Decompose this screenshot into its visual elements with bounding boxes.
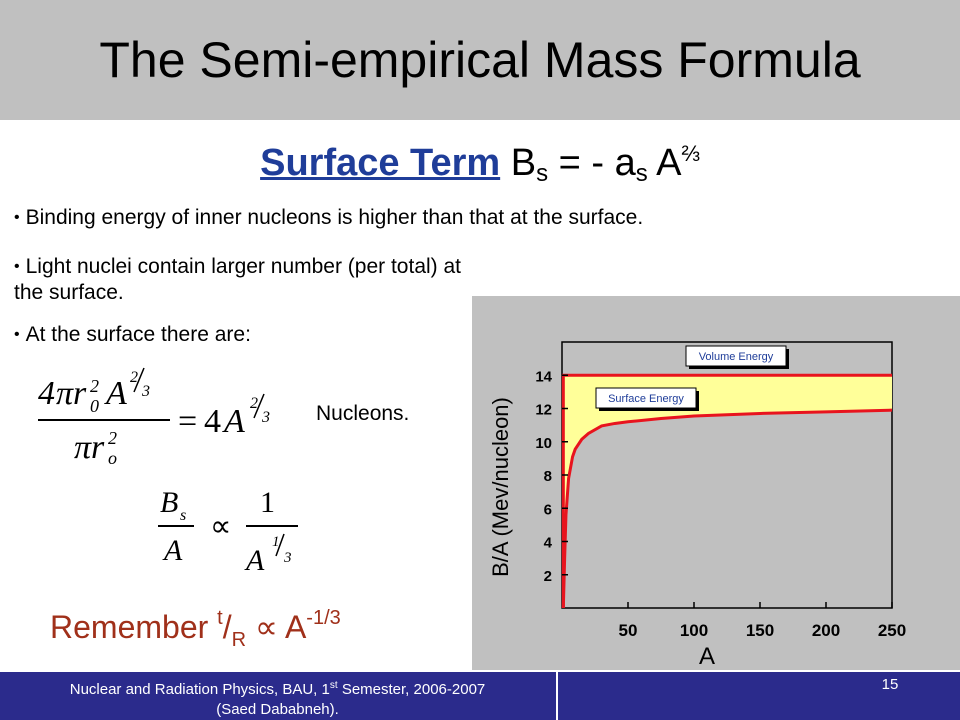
y-tick-label: 2 xyxy=(544,568,552,585)
svg-text:πr: πr xyxy=(74,429,105,466)
volume-energy-box xyxy=(685,345,787,367)
svg-text:πr: πr xyxy=(56,375,87,412)
footer-line1-rest: Semester, 2006-2007 xyxy=(337,681,486,698)
remember-t: t xyxy=(217,607,223,629)
x-tick-label: 50 xyxy=(619,621,638,640)
svg-text:4: 4 xyxy=(38,375,55,412)
svg-text:0: 0 xyxy=(90,396,99,416)
x-tick-label: 250 xyxy=(878,621,906,640)
y-tick-label: 4 xyxy=(544,535,553,552)
svg-text:2: 2 xyxy=(90,376,99,396)
formula-sub-s: s xyxy=(536,160,549,187)
svg-text:1: 1 xyxy=(272,534,280,550)
remember-exp: -1/3 xyxy=(306,607,341,629)
binding-energy-chart-panel: 2 4 6 8 10 12 14 50 100 150 200 250 A B/A (Mev/nucleo… xyxy=(472,296,960,670)
svg-text:A: A xyxy=(222,403,245,440)
subtitle: Surface Term Bs = - as A⅔ xyxy=(0,128,960,200)
x-tick-label: 200 xyxy=(812,621,840,640)
svg-text:o: o xyxy=(108,448,117,468)
footer-line2: (Saed Dababneh). xyxy=(216,701,339,718)
svg-text:1: 1 xyxy=(260,486,275,519)
remember-r: R xyxy=(231,629,247,651)
svg-text:=: = xyxy=(178,403,197,440)
bullet-text: At the surface there are: xyxy=(25,323,251,346)
title-bar xyxy=(0,0,960,120)
page-number: 15 xyxy=(881,676,899,693)
surface-energy-box xyxy=(595,387,697,409)
x-tick-label: 100 xyxy=(680,621,708,640)
y-tick-label: 12 xyxy=(535,402,552,419)
y-tick-label: 14 xyxy=(535,368,552,385)
svg-text:s: s xyxy=(180,507,186,524)
bullet-dot-icon: • xyxy=(14,326,20,343)
volume-energy-label: Volume Energy xyxy=(699,351,774,363)
svg-text:∝: ∝ xyxy=(210,510,231,543)
bullet-1: • Binding energy of inner nucleons is hig… xyxy=(14,205,914,231)
y-tick-label: 8 xyxy=(544,468,552,485)
bullet-3: • At the surface there are: xyxy=(14,322,474,348)
footer-bar xyxy=(0,672,960,720)
surface-energy-label: Surface Energy xyxy=(608,393,684,405)
remember-prop: ∝ A xyxy=(246,609,307,645)
footer-line1-sup: st xyxy=(329,680,338,691)
nucleons-label: Nucleons. xyxy=(316,402,410,425)
y-tick-label: 6 xyxy=(544,501,552,518)
proportionality-equation: B s A ∝ 1 A 1 3 xyxy=(158,486,298,577)
x-tick-label: 150 xyxy=(746,621,774,640)
slide-title: The Semi-empirical Mass Formula xyxy=(99,32,861,88)
x-axis-label: A xyxy=(699,643,715,670)
svg-text:2: 2 xyxy=(250,395,258,412)
svg-text:4: 4 xyxy=(204,403,221,440)
svg-text:A: A xyxy=(162,534,183,567)
formula-sub-s2: s xyxy=(635,160,648,187)
y-axis-label: B/A (Mev/nucleon) xyxy=(488,397,513,577)
footer-separator xyxy=(556,672,558,720)
formula-a: A xyxy=(647,142,682,184)
bullet-text: Light nuclei contain larger number (per … xyxy=(14,255,462,304)
surface-energy-line xyxy=(561,408,893,609)
svg-text:B: B xyxy=(160,486,178,519)
svg-text:3: 3 xyxy=(283,550,292,566)
remember-slash: / xyxy=(222,609,232,645)
y-tick-label: 10 xyxy=(535,435,552,452)
formula-exp: ⅔ xyxy=(681,141,700,166)
footer-text: Nuclear and Radiation Physics, BAU, 1st … xyxy=(0,676,555,720)
bullet-dot-icon: • xyxy=(14,209,20,226)
svg-text:3: 3 xyxy=(141,383,150,400)
formula-b: B xyxy=(500,142,537,184)
svg-text:2: 2 xyxy=(130,369,138,386)
bullet-dot-icon: • xyxy=(14,258,20,275)
svg-text:2: 2 xyxy=(108,428,117,448)
svg-text:A: A xyxy=(244,544,265,577)
formula-eq: = - a xyxy=(548,142,636,184)
svg-text:A: A xyxy=(104,375,127,412)
binding-energy-chart: 2 4 6 8 10 12 14 50 100 150 200 250 A B/A (Mev/nucleo… xyxy=(488,341,906,670)
svg-text:3: 3 xyxy=(261,409,270,426)
footer-line1: Nuclear and Radiation Physics, BAU, 1 xyxy=(69,681,330,698)
surface-nucleons-equation: 4 πr 2 0 A 2 3 πr 2 o = 4 A 2 3 xyxy=(38,367,270,468)
bullet-text: Binding energy of inner nucleons is high… xyxy=(25,206,644,229)
remember-note: Remember t/R ∝ A-1/3 xyxy=(50,607,341,652)
surface-term-link[interactable]: Surface Term xyxy=(260,142,501,184)
bullet-2: • Light nuclei contain larger number (per… xyxy=(14,254,474,306)
remember-label: Remember xyxy=(50,609,218,645)
